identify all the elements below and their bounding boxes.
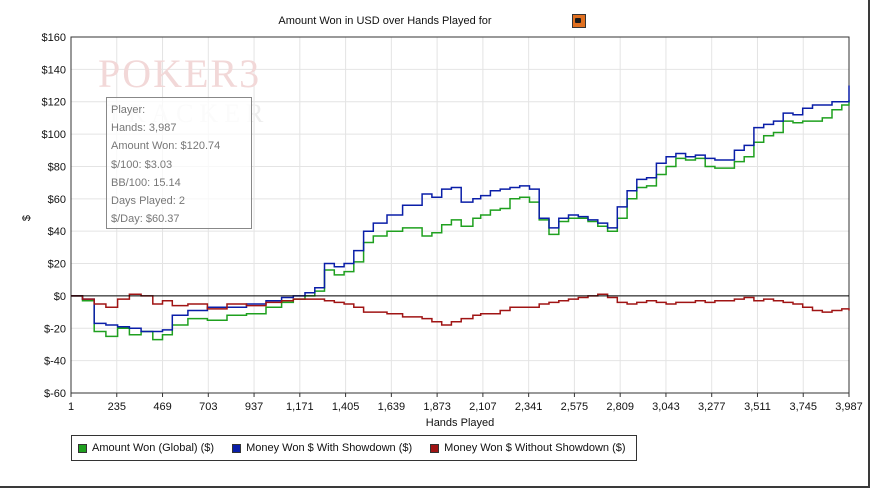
y-tick-label: $20 (48, 259, 66, 271)
stat-per-100: $/100: $3.03 (111, 158, 173, 171)
x-axis-label: Hands Played (426, 417, 495, 429)
stat-player: Player: (111, 104, 146, 116)
stats-tooltip: Player: Hands: 3,987 Amount Won: $120.74… (106, 97, 252, 229)
x-tick-label: 937 (245, 401, 263, 413)
y-tick-label: $140 (42, 64, 66, 76)
stat-hands: Hands: 3,987 (111, 122, 177, 135)
legend-label-no-showdown: Money Won $ Without Showdown ($) (444, 442, 626, 454)
series-line-1 (71, 85, 850, 333)
x-tick-labels: 1 235 469 703 937 1,171 1,405 1,639 1,873 2,107 2,… (68, 401, 863, 413)
player-icon[interactable] (572, 14, 586, 28)
y-tick-label: $160 (42, 32, 66, 44)
y-axis-label: $ (21, 215, 33, 221)
x-tick-label: 1,405 (332, 401, 360, 413)
x-tick-label: 3,043 (652, 401, 680, 413)
plot-border (70, 36, 850, 394)
x-tick-label: 469 (153, 401, 171, 413)
x-tick-label: 703 (199, 401, 217, 413)
y-tick-label: $-20 (44, 323, 66, 335)
legend-swatch-no-showdown (430, 443, 440, 453)
x-tick-label: 3,987 (835, 401, 863, 413)
x-tick-label: 2,341 (515, 401, 543, 413)
y-tick-label: $100 (42, 129, 66, 141)
legend-label-showdown: Money Won $ With Showdown ($) (246, 442, 413, 454)
legend-label-global: Amount Won (Global) ($) (92, 442, 215, 454)
y-tick-label: $40 (48, 226, 66, 238)
x-tick-label: 1,873 (423, 401, 451, 413)
x-tick-label: 3,511 (744, 401, 771, 413)
y-tick-label: $0 (54, 291, 66, 303)
x-tick-label: 2,107 (469, 401, 497, 413)
stat-per-day: $/Day: $60.37 (111, 213, 180, 226)
x-tick-label: 235 (108, 401, 126, 413)
x-tick-label: 2,809 (606, 401, 634, 413)
stat-bb-per-100: BB/100: 15.14 (111, 176, 181, 189)
y-tick-labels: $-60 $-40 $-20 $0 $20 $40 $60 $80 $100 $120 $140 $1… (42, 32, 66, 400)
y-tick-label: $80 (48, 161, 66, 173)
y-tick-label: $-60 (44, 388, 66, 400)
stat-amount-won: Amount Won: $120.74 (111, 140, 221, 153)
legend-item-global[interactable]: Amount Won (Global) ($) (78, 442, 214, 454)
x-tick-label: 3,745 (789, 401, 817, 413)
chart-title: Amount Won in USD over Hands Played for (278, 15, 492, 27)
y-tick-label: $120 (42, 97, 66, 109)
legend: Amount Won (Global) ($) Money Won $ With… (71, 435, 637, 461)
stat-days-played: Days Played: 2 (111, 194, 185, 207)
x-tick-label: 1,171 (286, 401, 314, 413)
legend-swatch-global (78, 443, 87, 453)
x-tick-label: 1 (68, 401, 74, 413)
series-line-0 (71, 100, 850, 341)
x-tick-label: 3,277 (698, 401, 726, 413)
series-lines (71, 85, 850, 341)
legend-item-showdown[interactable]: Money Won $ With Showdown ($) (232, 442, 412, 454)
y-tick-label: $-40 (44, 356, 66, 368)
x-tick-label: 2,575 (561, 401, 589, 413)
legend-item-no-showdown[interactable]: Money Won $ Without Showdown ($) (430, 442, 626, 454)
y-tick-label: $60 (48, 194, 66, 206)
x-tick-label: 1,639 (378, 401, 406, 413)
series-line-2 (71, 293, 850, 326)
legend-swatch-showdown (232, 443, 242, 453)
